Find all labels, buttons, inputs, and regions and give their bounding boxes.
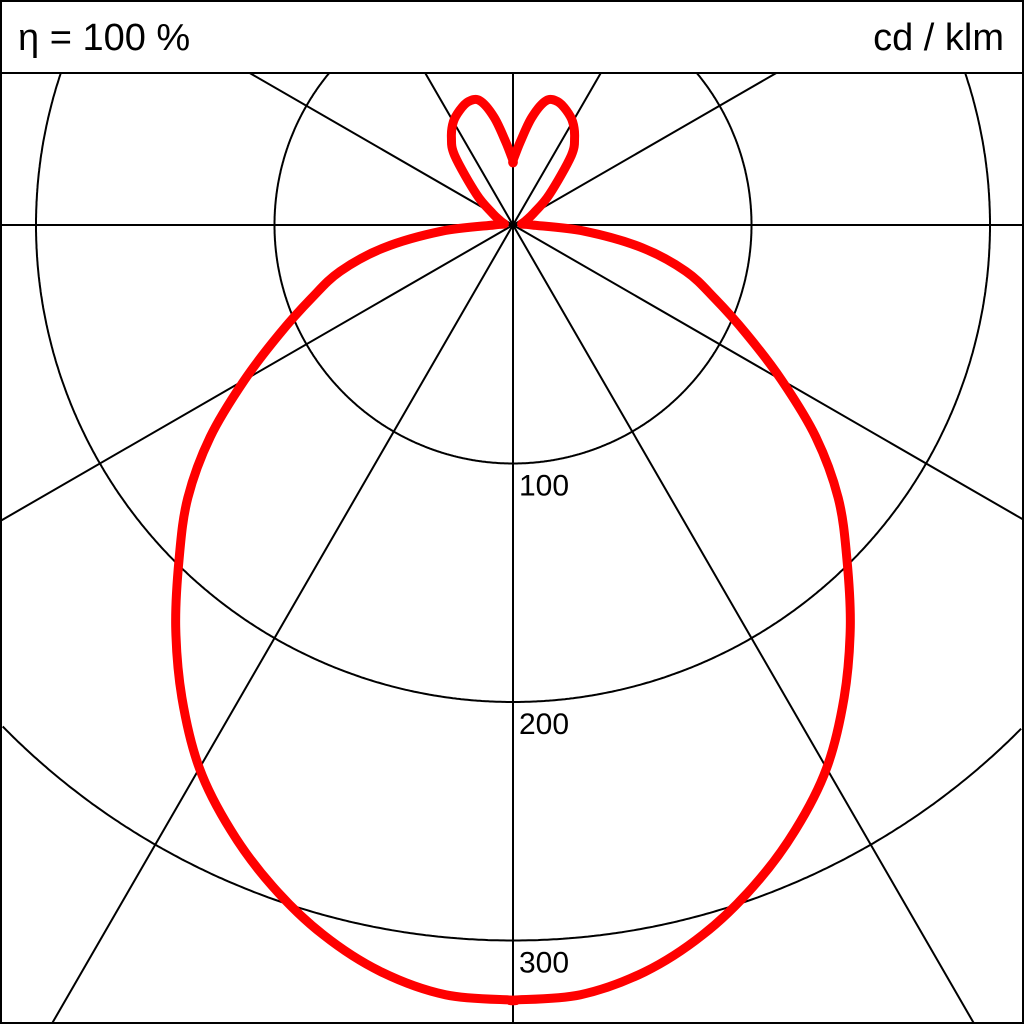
data-point (171, 622, 180, 631)
data-point (834, 493, 843, 502)
data-point (183, 493, 192, 502)
data-point (528, 221, 537, 229)
data-point (177, 693, 186, 702)
data-point (206, 433, 215, 441)
data-point (570, 133, 579, 142)
data-point (567, 151, 576, 160)
data-point (449, 117, 458, 126)
data-point (568, 117, 577, 126)
data-point (742, 329, 751, 338)
grid-ray-60 (512, 224, 1024, 521)
data-point (542, 96, 551, 105)
data-point (699, 930, 708, 939)
data-point (777, 376, 786, 384)
data-point (842, 554, 851, 563)
tick-label-300: 300 (519, 947, 569, 980)
data-point (275, 329, 284, 338)
data-point (811, 433, 820, 441)
data-point (464, 97, 473, 106)
data-point (681, 267, 690, 276)
grid-ray-300 (0, 224, 514, 522)
data-point (528, 113, 537, 121)
data-point (791, 826, 800, 835)
data-point (441, 990, 450, 999)
data-point (518, 220, 527, 229)
grid-ray-240 (249, 72, 514, 226)
data-point (509, 996, 517, 1005)
grid-ray-120 (512, 72, 777, 226)
data-point (307, 294, 316, 303)
data-point (545, 190, 554, 199)
data-point (437, 227, 446, 236)
data-point (501, 137, 510, 146)
data-point (175, 554, 184, 563)
grid-ray-210 (424, 72, 514, 226)
data-point (529, 209, 538, 218)
tick-label-200: 200 (519, 708, 569, 741)
data-point (509, 156, 517, 165)
data-point (495, 216, 504, 225)
data-point (472, 190, 481, 199)
data-point (489, 221, 498, 229)
data-point (710, 294, 719, 303)
data-point (553, 97, 562, 106)
data-point (450, 151, 459, 160)
data-point (455, 106, 464, 115)
data-point (749, 882, 758, 891)
data-point (195, 764, 204, 773)
data-point (240, 376, 249, 384)
data-point (822, 764, 831, 773)
grid-ray-30 (512, 224, 975, 1024)
data-point (489, 113, 498, 121)
data-point (576, 990, 585, 999)
data-point (318, 930, 327, 939)
data-point (336, 267, 345, 276)
data-point (846, 622, 855, 631)
data-point (475, 96, 484, 105)
grid-circle-100 (273, 72, 753, 465)
data-point (580, 227, 589, 236)
header-bar (0, 0, 1024, 74)
grid-circle-200 (35, 73, 991, 703)
data-point (488, 209, 497, 218)
data-point (562, 106, 571, 115)
data-point (840, 693, 849, 702)
data-point (377, 967, 386, 976)
data-point (268, 882, 277, 891)
tick-label-100: 100 (519, 470, 569, 503)
unit-label: cd / klm (873, 17, 1004, 59)
efficiency-label: η = 100 % (18, 17, 190, 59)
data-point (447, 133, 456, 142)
data-point (379, 243, 388, 252)
data-point (516, 137, 525, 146)
grid-ray-150 (512, 72, 602, 226)
data-point (638, 243, 647, 252)
grid-ray-330 (51, 224, 514, 1024)
data-point (226, 826, 235, 835)
grid-circle-300 (1, 725, 1022, 942)
data-point (640, 967, 649, 976)
